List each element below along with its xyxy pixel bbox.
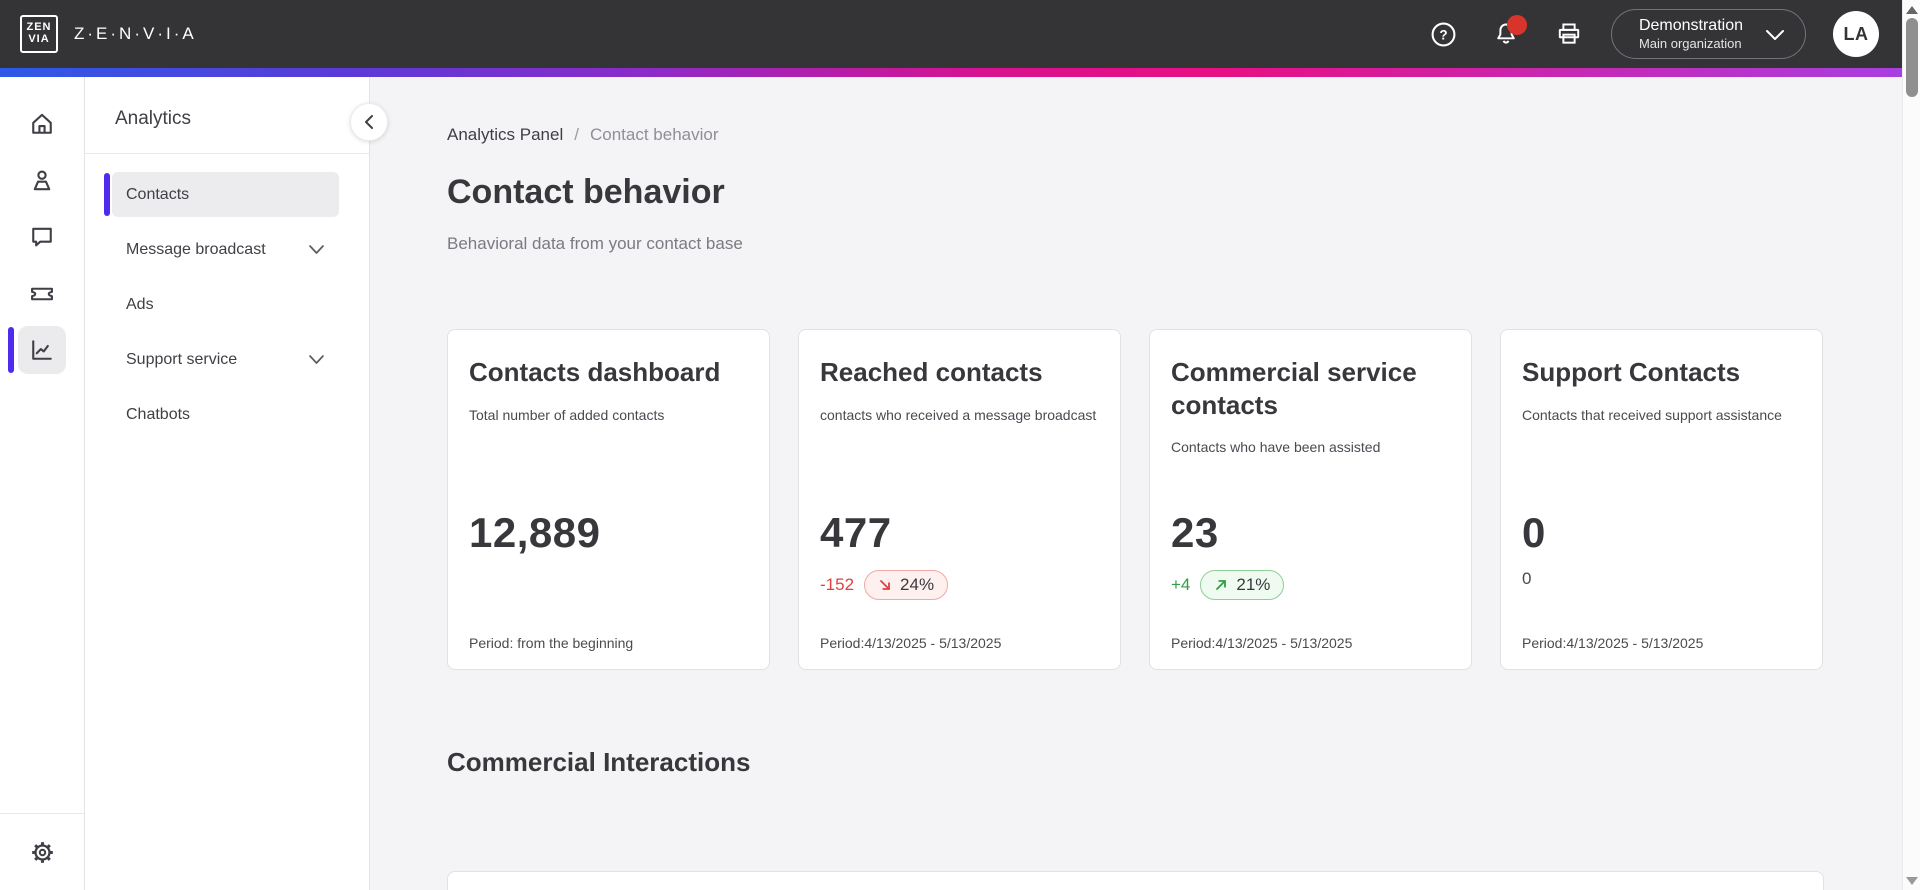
page-title: Contact behavior [447,173,725,211]
card-reached-contacts: Reached contacts contacts who received a… [798,329,1121,670]
nav-contacts[interactable] [18,157,66,205]
gear-icon [31,841,53,863]
card-title: Reached contacts [820,357,1043,387]
nav-settings[interactable] [18,828,66,876]
card-description: Total number of added contacts [469,406,665,423]
sidebar-item-support-service[interactable]: Support service [112,337,339,382]
person-icon [33,170,51,191]
arrow-down-right-icon [880,580,890,590]
svg-text:?: ? [1439,27,1447,42]
card-delta-row: +4 21% [1171,570,1285,600]
card-description: Contacts who have been assisted [1171,439,1381,455]
kpi-cards-row: Contacts dashboard Total number of added… [447,329,1824,670]
sidebar-title: Analytics [115,108,192,129]
nav-tickets[interactable] [18,270,66,318]
line-chart-icon [32,340,52,360]
card-delta-row: -152 24% [820,570,949,600]
rail-divider [0,813,84,814]
sidebar-item-message-broadcast[interactable]: Message broadcast [112,227,339,272]
card-value: 23 [1171,509,1219,556]
user-avatar[interactable]: LA [1833,11,1879,57]
print-button[interactable] [1556,21,1583,48]
trend-badge-up: 21% [1200,570,1285,600]
trend-badge-down: 24% [864,570,949,600]
sidebar-item-label: Message broadcast [126,240,266,258]
chevron-down-icon [1766,29,1784,40]
card-period: Period: from the beginning [469,635,634,651]
section-title-commercial-interactions: Commercial Interactions [447,747,751,777]
help-button[interactable]: ? [1430,21,1457,48]
card-title: Commercial service contacts [1171,357,1417,420]
delta-value: +4 [1171,575,1191,594]
nav-analytics[interactable] [18,326,66,374]
card-period: Period:4/13/2025 - 5/13/2025 [1171,635,1353,651]
delta-percent: 21% [1236,575,1271,594]
card-description: contacts who received a message broadcas… [820,406,1097,423]
main-content: Analytics Panel / Contact behavior Conta… [370,77,1902,890]
active-nav-indicator [8,327,14,373]
commercial-interactions-card [447,871,1824,890]
card-support-contacts: Support Contacts Contacts that received … [1500,329,1823,670]
sidebar-item-label: Chatbots [126,405,191,423]
chevron-down-icon [309,245,324,254]
card-contacts-dashboard: Contacts dashboard Total number of added… [447,329,770,670]
chevron-left-icon [365,115,373,129]
vertical-scrollbar[interactable] [1902,0,1920,890]
avatar-initials: LA [1843,23,1869,44]
sidebar-item-label: Ads [126,295,154,313]
card-title: Contacts dashboard [469,357,721,387]
sidebar-item-contacts[interactable]: Contacts [104,172,339,217]
card-value: 477 [820,509,892,556]
top-header: ZEN VIA Z·E·N·V·I·A ? Demonstration Main… [0,0,1902,68]
scroll-up-button[interactable] [1906,6,1918,14]
breadcrumb-separator: / [574,125,579,144]
card-value: 12,889 [469,509,601,556]
zenvia-logo-icon[interactable]: ZEN VIA [20,15,58,53]
card-secondary-value: 0 [1522,569,1532,588]
nav-conversations[interactable] [18,213,66,261]
sidebar-collapse-button[interactable] [350,103,388,141]
logo-text-top: ZEN [26,21,52,34]
card-period: Period:4/13/2025 - 5/13/2025 [1522,635,1704,651]
breadcrumb-current: Contact behavior [589,125,719,144]
analytics-sidebar: Analytics Contacts Message broadcast Ads [85,77,388,890]
sidebar-item-ads[interactable]: Ads [112,282,339,327]
ticket-icon [31,287,53,301]
home-icon [32,113,52,134]
organization-name: Demonstration [1638,16,1743,34]
sidebar-item-chatbots[interactable]: Chatbots [112,392,339,437]
card-description: Contacts that received support assistanc… [1522,406,1782,423]
logo-text-bottom: VIA [28,33,50,45]
brand-wordmark: Z·E·N·V·I·A [74,24,197,43]
sidebar-item-label: Support service [126,350,238,368]
brand-gradient-bar [0,68,1902,77]
printer-icon [1559,23,1580,44]
sidebar-menu: Contacts Message broadcast Ads Support s… [104,172,339,447]
notifications-button[interactable] [1493,14,1527,48]
organization-subtitle: Main organization [1638,35,1742,51]
card-title: Support Contacts [1522,357,1741,387]
chat-bubble-icon [32,227,52,247]
help-icon: ? [1431,22,1456,46]
card-period: Period:4/13/2025 - 5/13/2025 [820,635,1002,651]
sidebar-divider [85,153,369,154]
scroll-down-button[interactable] [1906,877,1918,885]
breadcrumb: Analytics Panel / Contact behavior [447,77,1824,145]
card-commercial-service-contacts: Commercial service contacts Contacts who… [1149,329,1472,670]
scrollbar-thumb[interactable] [1906,18,1918,97]
chevron-down-icon [309,355,324,364]
breadcrumb-analytics-panel[interactable]: Analytics Panel [447,125,564,144]
delta-value: -152 [820,575,855,594]
organization-selector[interactable]: Demonstration Main organization [1610,9,1806,59]
active-item-indicator [104,173,110,216]
arrow-up-right-icon [1216,580,1227,590]
card-value: 0 [1522,509,1546,556]
delta-percent: 24% [900,575,935,594]
nav-rail [0,77,85,890]
notification-badge [1506,14,1527,35]
page-subtitle: Behavioral data from your contact base [447,234,743,253]
nav-home[interactable] [18,100,66,148]
sidebar-item-label: Contacts [126,185,190,203]
